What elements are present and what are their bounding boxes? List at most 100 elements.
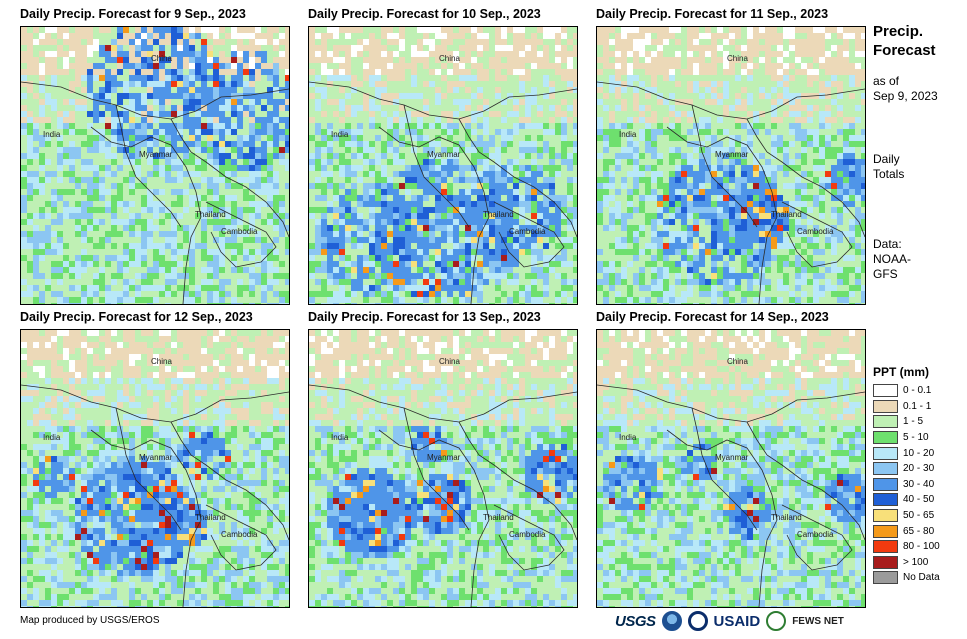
precip-cell: [39, 39, 45, 45]
precip-cell: [543, 69, 549, 75]
precip-cell: [201, 249, 207, 255]
precip-cell: [189, 219, 195, 225]
precip-cell: [351, 303, 357, 304]
precip-cell: [99, 141, 105, 147]
precip-cell: [129, 129, 135, 135]
precip-cell: [309, 285, 315, 291]
precip-cell: [33, 267, 39, 273]
precip-cell: [213, 279, 219, 285]
precip-cell: [483, 243, 489, 249]
precip-cell: [735, 69, 741, 75]
precip-cell: [165, 279, 171, 285]
precip-cell: [411, 279, 417, 285]
precip-cell: [405, 111, 411, 117]
precip-cell: [555, 171, 561, 177]
border-line: [21, 81, 289, 120]
precip-cell: [381, 87, 387, 93]
precip-cell: [447, 291, 453, 297]
precip-cell: [255, 99, 261, 105]
precip-cell: [369, 231, 375, 237]
precip-cell: [765, 27, 771, 33]
precip-cell: [51, 165, 57, 171]
precip-cell: [465, 99, 471, 105]
precip-cell: [57, 273, 63, 279]
precip-cell: [315, 291, 321, 297]
precip-cell: [63, 177, 69, 183]
precip-cell: [105, 183, 111, 189]
precip-cell: [87, 261, 93, 267]
precip-cell: [177, 297, 183, 303]
precip-cell: [363, 297, 369, 303]
precip-cell: [381, 51, 387, 57]
precip-cell: [255, 189, 261, 195]
precip-cell: [825, 105, 831, 111]
precip-cell: [675, 105, 681, 111]
precip-cell: [501, 81, 507, 87]
precip-cell: [597, 69, 603, 75]
precip-cell: [477, 231, 483, 237]
precip-cell: [153, 189, 159, 195]
precip-cell: [771, 81, 777, 87]
precip-cell: [93, 63, 99, 69]
precip-cell: [477, 249, 483, 255]
precip-cell: [765, 39, 771, 45]
precip-cell: [99, 171, 105, 177]
precip-cell: [39, 231, 45, 237]
precip-cell: [267, 135, 273, 141]
precip-cell: [567, 69, 573, 75]
precip-cell: [393, 225, 399, 231]
precip-cell: [57, 183, 63, 189]
precip-cell: [249, 231, 255, 237]
precip-cell: [159, 87, 165, 93]
precip-cell: [399, 273, 405, 279]
precip-cell: [447, 33, 453, 39]
precip-cell: [531, 261, 537, 267]
precip-cell: [159, 39, 165, 45]
precip-cell: [405, 159, 411, 165]
precip-cell: [489, 255, 495, 261]
precip-cell: [663, 111, 669, 117]
precip-cell: [219, 93, 225, 99]
precip-cell: [81, 261, 87, 267]
precip-cell: [471, 39, 477, 45]
precip-cell: [843, 33, 849, 39]
precip-cell: [237, 57, 243, 63]
precip-cell: [381, 153, 387, 159]
precip-cell: [783, 69, 789, 75]
precip-cell: [543, 219, 549, 225]
precip-cell: [687, 93, 693, 99]
precip-cell: [249, 225, 255, 231]
precip-cell: [771, 63, 777, 69]
precip-cell: [147, 291, 153, 297]
precip-cell: [153, 87, 159, 93]
precip-cell: [75, 273, 81, 279]
precip-cell: [537, 93, 543, 99]
precip-cell: [135, 285, 141, 291]
precip-cell: [405, 51, 411, 57]
precip-cell: [51, 111, 57, 117]
precip-cell: [525, 129, 531, 135]
precip-cell: [699, 27, 705, 33]
precip-cell: [477, 189, 483, 195]
precip-cell: [309, 249, 315, 255]
precip-cell: [423, 285, 429, 291]
precip-cell: [339, 303, 345, 304]
precip-cell: [231, 81, 237, 87]
precip-cell: [417, 219, 423, 225]
precip-cell: [261, 273, 267, 279]
precip-cell: [189, 291, 195, 297]
precip-cell: [309, 39, 315, 45]
precip-cell: [171, 51, 177, 57]
precip-cell: [627, 81, 633, 87]
precip-cell: [453, 267, 459, 273]
precip-cell: [381, 165, 387, 171]
precip-cell: [693, 105, 699, 111]
precip-cell: [75, 51, 81, 57]
precip-cell: [267, 219, 273, 225]
precip-cell: [249, 45, 255, 51]
precip-cell: [399, 279, 405, 285]
precip-cell: [195, 123, 201, 129]
precip-cell: [417, 141, 423, 147]
precip-cell: [51, 237, 57, 243]
precip-cell: [723, 93, 729, 99]
